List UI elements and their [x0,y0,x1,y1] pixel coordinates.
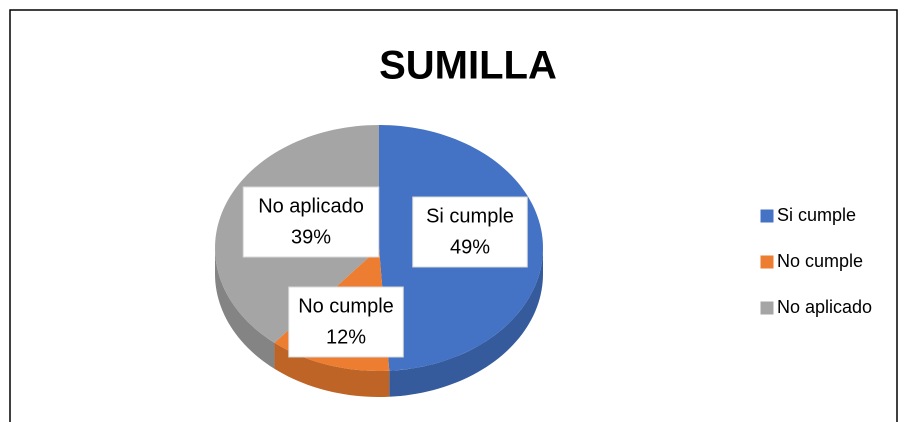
legend-label: No aplicado [777,297,872,317]
pie-side [215,248,275,369]
data-label-box [288,286,404,358]
legend-label: No cumple [777,251,863,271]
data-label-value: 49% [450,236,490,258]
data-label-box [242,186,380,258]
pie-side [389,248,543,397]
pie-side [274,342,390,397]
data-label-box [412,196,528,268]
data-label-value: 12% [326,326,366,348]
legend-label: Si cumple [777,205,856,225]
data-label-name: No aplicado [258,195,364,217]
data-label-name: No cumple [298,295,394,317]
data-label-value: 39% [291,226,331,248]
legend-swatch [759,254,775,270]
chart-title: SUMILLA [379,44,557,88]
legend-swatch [759,300,775,316]
data-label-name: Si cumple [426,205,514,227]
legend-swatch [759,208,775,224]
